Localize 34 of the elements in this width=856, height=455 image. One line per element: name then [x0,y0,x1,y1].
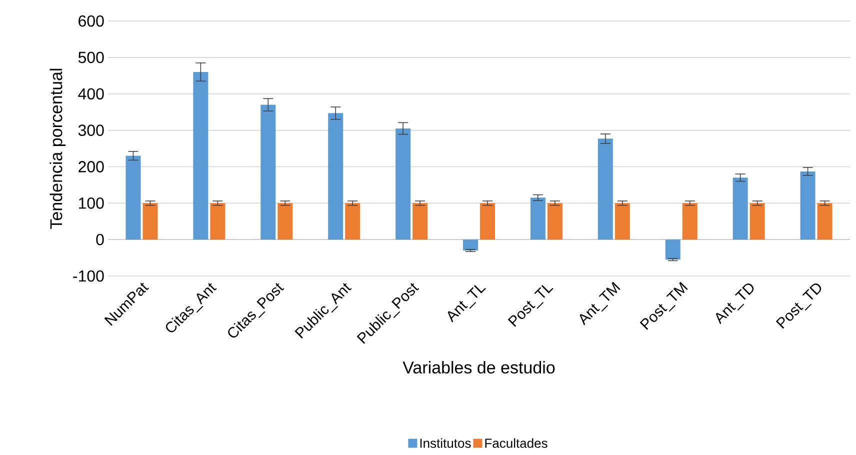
bar [193,72,208,240]
bar [750,203,765,240]
bar [547,203,562,240]
y-tick-label: 400 [78,88,104,100]
y-axis-title: Tendencia porcentual [50,68,66,229]
bar [412,203,428,240]
y-tick-label: 100 [78,197,104,209]
bar [598,138,613,240]
bar [278,203,293,240]
bar [328,113,344,240]
bar [210,203,226,240]
bar [480,203,496,240]
legend-label: Institutos [420,438,471,448]
y-tick-label: 0 [96,234,104,246]
bar [260,104,276,240]
bar [732,178,748,240]
bar [682,203,698,240]
bar [126,156,141,240]
bar [530,198,546,240]
bar [396,128,411,240]
bar [142,203,158,240]
bar [665,240,680,260]
bar [614,203,630,240]
x-axis-title: Variables de estudio [402,361,555,374]
y-tick-label: -100 [73,270,104,282]
y-tick-label: 300 [78,124,104,136]
y-tick-label: 600 [78,15,104,27]
bar [345,203,360,240]
bar [800,171,816,240]
legend-label: Facultades [485,438,548,448]
y-tick-label: 200 [78,161,104,172]
y-tick-label: 500 [78,52,104,64]
bar [817,203,832,240]
bar [463,240,478,250]
